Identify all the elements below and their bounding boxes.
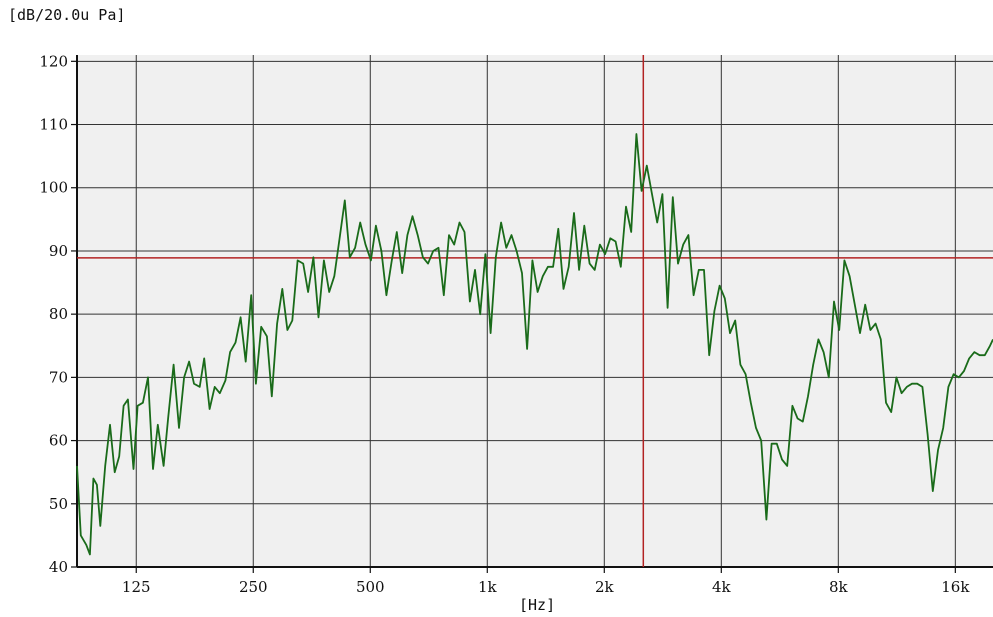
- xtick-label-16k: 16k: [941, 578, 970, 596]
- y-axis-unit-label: [dB/20.0u Pa]: [8, 6, 126, 24]
- ytick-label-120: 120: [39, 52, 68, 70]
- ytick-label-50: 50: [49, 495, 68, 513]
- x-axis-label: [Hz]: [519, 596, 556, 614]
- xtick-label-8k: 8k: [829, 578, 849, 596]
- ytick-label-70: 70: [49, 368, 68, 386]
- vertical-gridlines: [135, 55, 956, 567]
- series-group: [76, 133, 993, 556]
- xtick-label-250: 250: [239, 578, 268, 596]
- xtick-label-1k: 1k: [478, 578, 498, 596]
- xtick-label-500: 500: [356, 578, 385, 596]
- xtick-label-4k: 4k: [712, 578, 732, 596]
- y-tick-labels: 40 50 60 70 80 90 100 110 120: [39, 52, 77, 576]
- ytick-label-100: 100: [39, 179, 68, 197]
- x-tick-labels: 125 250 500 1k 2k 4k 8k 16k: [122, 567, 970, 596]
- ytick-label-90: 90: [49, 242, 68, 260]
- series-line-0: [76, 133, 993, 556]
- xtick-label-2k: 2k: [595, 578, 615, 596]
- ytick-label-110: 110: [39, 116, 68, 134]
- xtick-label-125: 125: [122, 578, 151, 596]
- ytick-label-40: 40: [49, 558, 68, 576]
- ytick-label-80: 80: [49, 305, 68, 323]
- ytick-label-60: 60: [49, 432, 68, 450]
